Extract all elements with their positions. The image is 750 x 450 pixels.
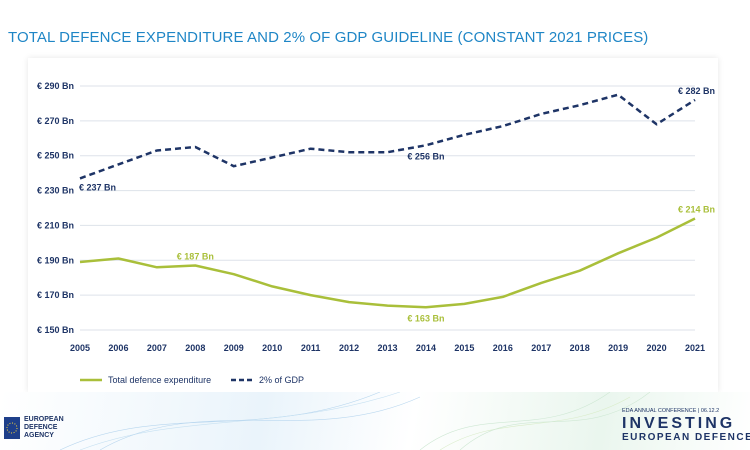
- logo-line: DEFENCE: [24, 424, 58, 431]
- y-tick-label: € 210 Bn: [37, 220, 74, 230]
- logo-line: EUROPEAN: [24, 416, 64, 423]
- wave-line: [459, 392, 651, 450]
- x-tick-label: 2019: [608, 343, 628, 353]
- conference-date: EDA ANNUAL CONFERENCE | 06.12.2: [622, 408, 720, 414]
- y-tick-label: € 150 Bn: [37, 325, 74, 335]
- conference-subtitle: EUROPEAN DEFENCE: [622, 432, 750, 443]
- legend-label-expenditure: Total defence expenditure: [108, 375, 211, 385]
- logo-text: EUROPEAN DEFENCE AGENCY: [24, 416, 64, 440]
- x-tick-label: 2009: [224, 343, 244, 353]
- x-tick-label: 2016: [493, 343, 513, 353]
- legend-label-gdp: 2% of GDP: [259, 375, 304, 385]
- x-tick-label: 2017: [531, 343, 551, 353]
- wave-line: [59, 392, 381, 450]
- wave-line: [99, 396, 421, 450]
- data-label: € 256 Bn: [407, 151, 444, 161]
- y-tick-label: € 190 Bn: [37, 255, 74, 265]
- wave-line: [419, 392, 611, 450]
- gridlines: [80, 85, 695, 331]
- y-tick-label: € 270 Bn: [37, 116, 74, 126]
- wave-line: [439, 396, 631, 450]
- x-tick-label: 2012: [339, 343, 359, 353]
- x-axis-ticks: 2005 2006 2007 2008 2009 2010 2011 2012 2013 2014…: [70, 343, 705, 353]
- x-tick-label: 2013: [377, 343, 397, 353]
- x-tick-label: 2018: [570, 343, 590, 353]
- y-tick-label: € 290 Bn: [37, 81, 74, 91]
- series-line-gdp-2pct: [79, 93, 696, 180]
- data-labels: € 237 Bn € 256 Bn € 282 Bn € 187 Bn € 163 Bn…: [79, 86, 715, 323]
- data-label: € 214 Bn: [678, 204, 715, 214]
- y-tick-label: € 230 Bn: [37, 186, 74, 196]
- data-label: € 187 Bn: [177, 252, 214, 262]
- data-label: € 282 Bn: [678, 86, 715, 96]
- x-tick-label: 2005: [70, 343, 90, 353]
- data-label: € 237 Bn: [79, 182, 116, 192]
- series-lines: [79, 93, 696, 309]
- data-label: € 163 Bn: [407, 313, 444, 323]
- wave-line: [79, 392, 401, 450]
- x-tick-label: 2010: [262, 343, 282, 353]
- chart-legend: Total defence expenditure 2% of GDP: [80, 375, 304, 385]
- line-chart: € 150 Bn € 170 Bn € 190 Bn € 210 Bn € 230 Bn…: [37, 81, 715, 385]
- x-tick-label: 2021: [685, 343, 705, 353]
- footer-banner: EUROPEAN DEFENCE AGENCY EDA ANNUAL CONFE…: [0, 392, 750, 450]
- x-tick-label: 2006: [108, 343, 128, 353]
- x-tick-label: 2015: [454, 343, 474, 353]
- eda-logo: EUROPEAN DEFENCE AGENCY: [4, 416, 64, 440]
- y-tick-label: € 170 Bn: [37, 290, 74, 300]
- x-tick-label: 2011: [301, 343, 321, 353]
- logo-line: AGENCY: [24, 432, 54, 439]
- eu-flag-icon: [4, 417, 20, 439]
- series-line-total-expenditure: [79, 217, 696, 309]
- x-tick-label: 2014: [416, 343, 436, 353]
- y-tick-label: € 250 Bn: [37, 151, 74, 161]
- x-tick-label: 2020: [647, 343, 667, 353]
- conference-title: INVESTING: [622, 415, 736, 432]
- x-tick-label: 2008: [185, 343, 205, 353]
- y-axis-ticks: € 150 Bn € 170 Bn € 190 Bn € 210 Bn € 230 Bn…: [37, 81, 74, 335]
- x-tick-label: 2007: [147, 343, 167, 353]
- chart-panel: € 150 Bn € 170 Bn € 190 Bn € 210 Bn € 230 Bn…: [28, 58, 718, 392]
- page-title: TOTAL DEFENCE EXPENDITURE AND 2% OF GDP …: [8, 29, 649, 46]
- decorative-waves: [59, 392, 651, 450]
